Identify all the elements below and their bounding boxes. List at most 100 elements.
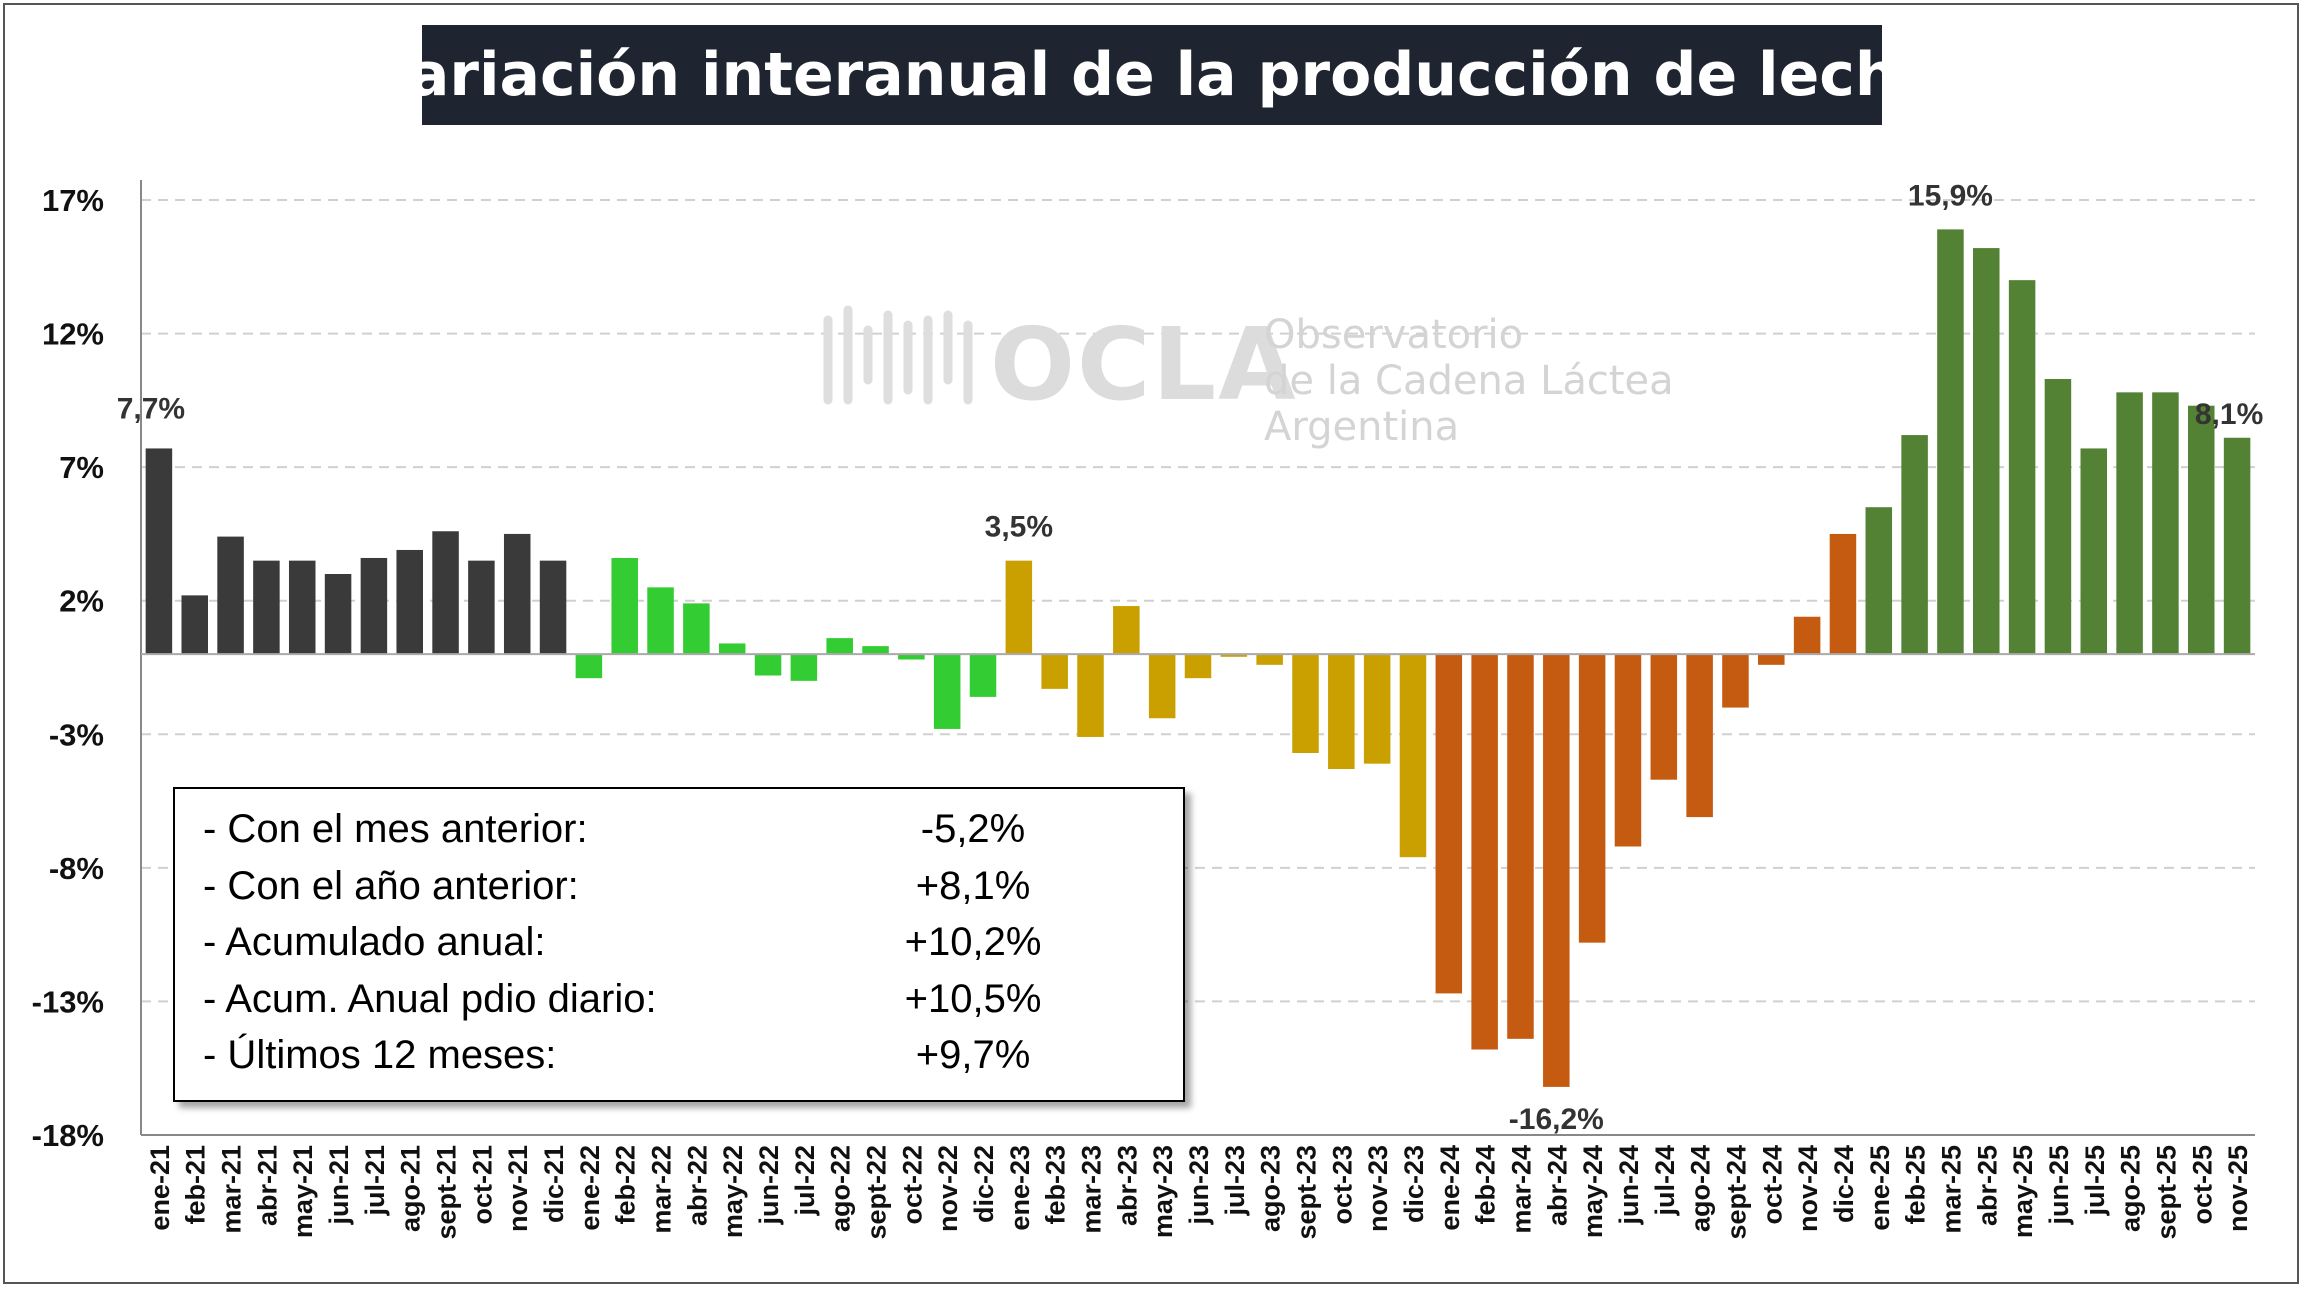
bar: [933, 654, 961, 729]
bar: [181, 595, 209, 655]
x-tick-label: mar-22: [647, 1145, 677, 1234]
x-tick-label: jun-21: [324, 1145, 354, 1226]
x-tick-label: feb-21: [181, 1145, 211, 1225]
y-tick-label: -18%: [32, 1118, 104, 1153]
summary-row: - Con el mes anterior: -5,2%: [203, 807, 1163, 863]
watermark-logo: OCLA: [990, 306, 1298, 423]
bar: [1113, 606, 1140, 655]
x-tick-label: may-25: [2008, 1145, 2038, 1238]
summary-row: - Con el año anterior: +8,1%: [203, 864, 1163, 920]
x-tick-label: jul-23: [1220, 1145, 1250, 1217]
watermark-line-2: de la Cadena Láctea: [1264, 358, 1674, 404]
bar: [1722, 654, 1749, 708]
x-tick-label: oct-22: [897, 1145, 927, 1225]
x-tick-label: dic-24: [1829, 1145, 1859, 1223]
x-tick-label: feb-24: [1471, 1145, 1501, 1225]
bar: [1937, 229, 1964, 655]
bar: [1793, 616, 1821, 655]
summary-box: - Con el mes anterior: -5,2% - Con el añ…: [173, 787, 1185, 1102]
x-tick-label: mar-25: [1936, 1145, 1966, 1234]
bar: [1041, 654, 1068, 689]
bar: [2080, 448, 2108, 655]
bar: [754, 654, 782, 676]
x-tick-label: jul-21: [360, 1145, 390, 1217]
x-tick-label: ago-21: [396, 1145, 426, 1232]
bar: [647, 587, 674, 655]
bar: [1973, 248, 2000, 655]
y-tick-label: 17%: [42, 183, 104, 218]
x-tick-label: mar-23: [1077, 1145, 1107, 1234]
x-tick-label: jul-25: [2080, 1145, 2110, 1217]
ocla-watermark: OCLA Observatorio de la Cadena Láctea Ar…: [818, 300, 1674, 460]
bar: [2152, 392, 2179, 655]
x-tick-label: abr-24: [1542, 1145, 1572, 1226]
data-label: 3,5%: [985, 511, 1053, 544]
bar: [2008, 280, 2036, 655]
summary-label: - Acumulado anual:: [203, 920, 546, 964]
x-tick-label: sept-23: [1291, 1145, 1321, 1240]
bar: [145, 448, 173, 655]
x-tick-label: ene-25: [1865, 1145, 1895, 1231]
bar: [2116, 392, 2143, 655]
bar: [2044, 378, 2072, 655]
bar: [1543, 654, 1570, 1087]
x-tick-label: ago-23: [1256, 1145, 1286, 1232]
x-tick-label: ene-22: [575, 1145, 605, 1231]
bar: [1578, 654, 1606, 943]
x-tick-label: ago-25: [2116, 1145, 2146, 1232]
bar: [898, 654, 925, 660]
summary-label: - Con el año anterior:: [203, 864, 579, 908]
summary-value: +8,1%: [915, 864, 1031, 908]
bar: [2187, 405, 2215, 655]
watermark-line-1: Observatorio: [1264, 312, 1524, 358]
x-tick-label: sept-24: [1721, 1145, 1751, 1240]
bar: [1686, 654, 1713, 818]
summary-row: - Últimos 12 meses: +9,7%: [203, 1033, 1163, 1089]
summary-value: +10,2%: [904, 920, 1042, 964]
x-tick-label: nov-24: [1793, 1145, 1823, 1232]
y-tick-label: 12%: [42, 317, 104, 352]
bar: [611, 557, 638, 655]
bar: [790, 654, 818, 681]
bar: [1363, 654, 1391, 764]
x-tick-label: ene-23: [1005, 1145, 1035, 1231]
bar: [324, 574, 352, 655]
x-tick-label: may-24: [1578, 1145, 1608, 1238]
x-tick-label: abr-21: [252, 1145, 282, 1226]
x-tick-label: jul-24: [1650, 1145, 1680, 1217]
y-axis-ticks: 17% 12% 7% 2% -3% -8% -13% -18%: [32, 183, 104, 1153]
bar: [288, 560, 316, 655]
bar: [396, 549, 423, 655]
summary-row: - Acum. Anual pdio diario: +10,5%: [203, 977, 1163, 1033]
bar: [1399, 654, 1427, 858]
x-tick-label: abr-25: [1972, 1145, 2002, 1226]
x-tick-label: jun-23: [1184, 1145, 1214, 1226]
summary-value: -5,2%: [920, 807, 1026, 851]
bar: [217, 536, 244, 655]
bar: [360, 557, 388, 655]
x-tick-label: ago-24: [1686, 1145, 1716, 1232]
bar: [2223, 437, 2251, 655]
bar: [1005, 560, 1033, 655]
data-labels: 7,7% 3,5% -16,2% 15,9% 8,1%: [117, 179, 2264, 1136]
x-tick-label: oct-21: [467, 1145, 497, 1225]
bar: [503, 533, 531, 655]
x-tick-label: jun-25: [2044, 1145, 2074, 1226]
summary-label: - Con el mes anterior:: [203, 807, 588, 851]
x-tick-label: oct-25: [2187, 1145, 2217, 1225]
x-tick-label: ene-21: [145, 1145, 175, 1231]
chart-title: Variación interanual de la producción de…: [365, 40, 1939, 110]
x-tick-label: sept-21: [432, 1145, 462, 1240]
bar: [1148, 654, 1176, 719]
x-tick-label: mar-21: [217, 1145, 247, 1234]
x-tick-label: sept-25: [2151, 1145, 2181, 1240]
bar: [1614, 654, 1642, 847]
x-tick-label: oct-23: [1327, 1145, 1357, 1225]
x-tick-label: dic-23: [1399, 1145, 1429, 1223]
bar: [862, 646, 889, 655]
x-tick-label: feb-23: [1041, 1145, 1071, 1225]
bar: [539, 560, 567, 655]
x-tick-label: ago-22: [826, 1145, 856, 1232]
summary-value: +9,7%: [915, 1033, 1031, 1077]
